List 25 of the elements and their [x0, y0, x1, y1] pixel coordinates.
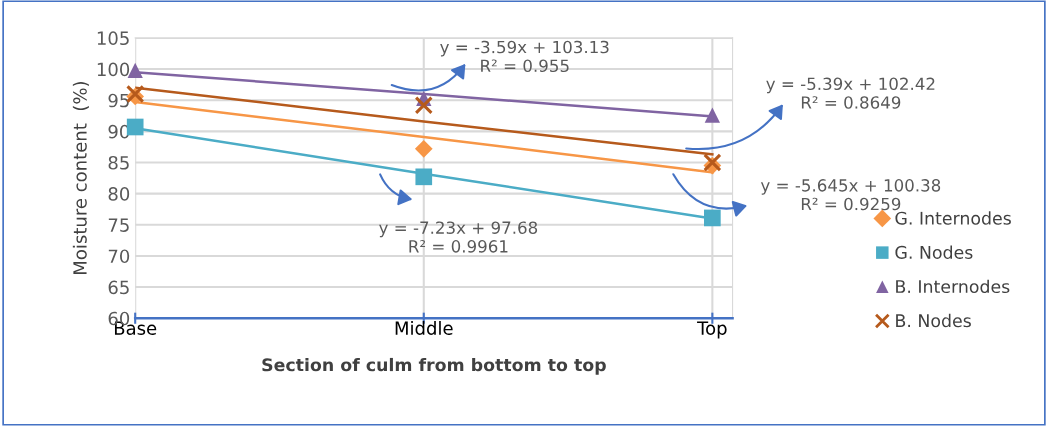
annotation: y = -7.23x + 97.68 R² = 0.9961 — [379, 221, 538, 253]
y-tick-label: 65 — [108, 280, 129, 295]
point — [415, 168, 433, 186]
x-tick-label: Middle — [395, 321, 453, 335]
y-tick-label: 95 — [108, 93, 129, 108]
point — [704, 107, 720, 123]
legend-label: G. Nodes — [895, 245, 973, 259]
x-tick-label: Top — [697, 321, 727, 339]
point — [704, 209, 721, 227]
y-axis-title: Moisture content (%) — [72, 81, 89, 274]
y-tick-label: 100 — [97, 62, 130, 77]
y-tick-label: 105 — [97, 31, 129, 46]
text: y = -5.39x + 102.42 R² = 0.8649 — [766, 77, 935, 109]
annotation: y = -3.59x + 103.13 R² = 0.955 — [440, 40, 609, 73]
legend-label: B. Internodes — [896, 279, 1010, 294]
legend-label: G. Internodes — [895, 211, 1011, 225]
y-tick-label: 75 — [108, 218, 129, 232]
point — [414, 139, 433, 158]
point — [414, 96, 433, 115]
y-tick-label: 85 — [108, 155, 129, 170]
legend-label: B. Nodes — [896, 313, 971, 328]
y-tick-label: 70 — [108, 249, 130, 264]
x-axis-title: Section of culm from bottom to top — [262, 357, 606, 375]
y-tick-label: 80 — [108, 187, 130, 201]
text: y = -5.645x + 100.38 R² = 0.9259 — [760, 179, 941, 211]
